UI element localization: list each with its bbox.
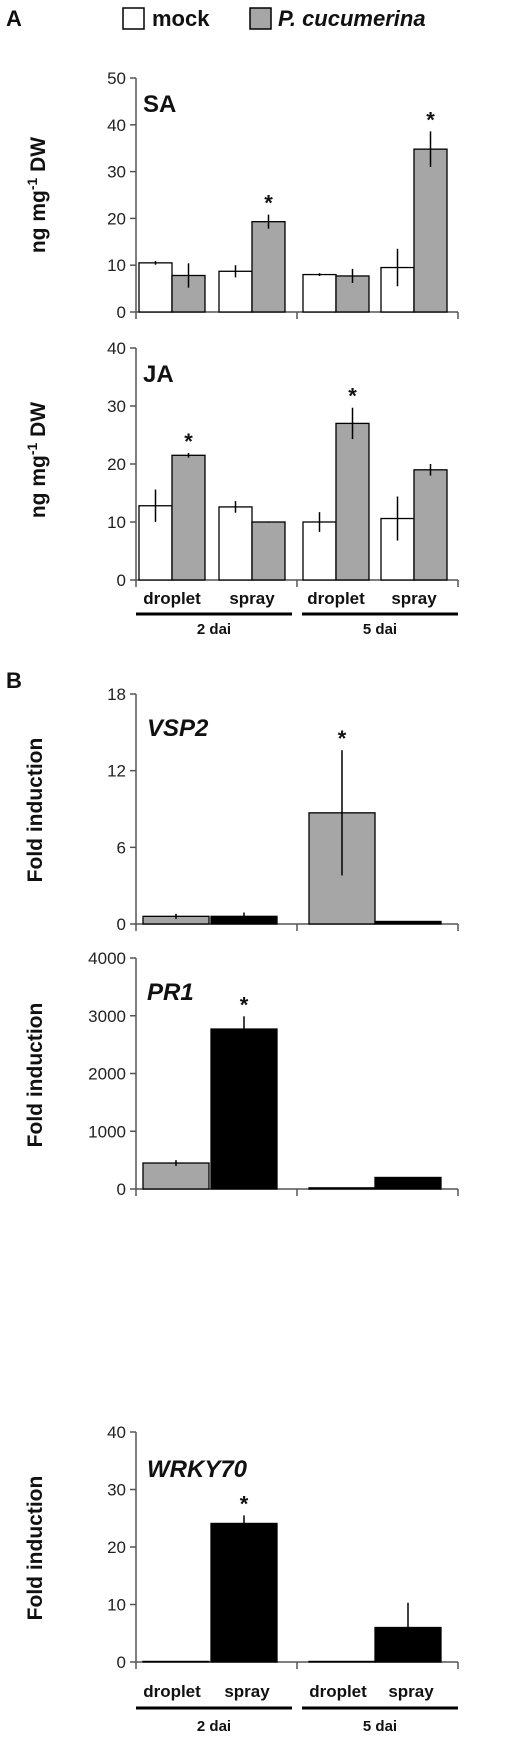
- pathogen-1-bar: [251, 521, 286, 581]
- chart-title: VSP2: [147, 715, 209, 742]
- bar-2-bar: [308, 1187, 376, 1190]
- wrky70-chart: 0 10 20 30 40 WRKY70 Fold induction *: [24, 1423, 459, 1672]
- y-tick-label: 10: [107, 1596, 126, 1615]
- y-tick-label: 30: [107, 163, 126, 182]
- b-cat-spray-2dai: spray: [224, 1682, 270, 1701]
- pathogen-0-bar: [171, 454, 206, 581]
- bar-1-significance-star: *: [240, 1491, 249, 1516]
- bar-0-bar: [142, 1162, 210, 1190]
- a-group-label-2dai: 2 dai: [197, 621, 231, 638]
- legend-mock-label: mock: [152, 6, 210, 31]
- b-group-label-5dai: 5 dai: [363, 1718, 397, 1735]
- bar-1-significance-star: *: [240, 992, 249, 1017]
- b-cat-spray-5dai: spray: [388, 1682, 434, 1701]
- y-tick-label: 30: [107, 1481, 126, 1500]
- chart-title: WRKY70: [147, 1456, 248, 1483]
- y-tick-label: 6: [117, 838, 126, 857]
- y-tick-label: 1000: [88, 1122, 126, 1141]
- y-tick-label: 4000: [88, 949, 126, 968]
- y-tick-label: 12: [107, 762, 126, 781]
- bar-1-bar: [210, 1522, 278, 1663]
- pr1-chart: 0 1000 2000 3000 4000 PR1 Fold induction *: [24, 949, 459, 1199]
- chart-title: PR1: [147, 979, 194, 1006]
- y-tick-label: 0: [117, 303, 126, 322]
- legend-pathogen-label: P. cucumerina: [278, 6, 426, 31]
- a-cat-spray-5dai: spray: [391, 589, 437, 608]
- y-tick-label: 30: [107, 397, 126, 416]
- y-axis-label: Fold induction: [24, 1003, 47, 1148]
- y-tick-label: 40: [107, 116, 126, 135]
- mock-1-bar: [218, 506, 253, 581]
- mock-2-bar: [302, 273, 337, 313]
- y-axis-label: ng mg-1 DW: [24, 137, 50, 253]
- b-cat-droplet-5dai: droplet: [309, 1682, 367, 1701]
- a-cat-spray-2dai: spray: [229, 589, 275, 608]
- b-cat-droplet-2dai: droplet: [143, 1682, 201, 1701]
- panel-a-label: A: [6, 6, 22, 31]
- y-axis-label: Fold induction: [24, 1476, 47, 1621]
- pathogen-3-significance-star: *: [426, 107, 435, 132]
- chart-title: SA: [143, 91, 176, 118]
- panel-b-label: B: [6, 668, 22, 693]
- bar-1-bar: [210, 1028, 278, 1190]
- sa-chart: 0 10 20 30 40 50 SA ng mg-1 DW * *: [24, 69, 459, 322]
- a-group-label-5dai: 5 dai: [363, 621, 397, 638]
- pathogen-3-bar: [413, 469, 448, 581]
- y-tick-label: 0: [117, 915, 126, 934]
- mock-1-bar: [218, 270, 253, 313]
- pathogen-2-significance-star: *: [348, 384, 357, 409]
- a-cat-droplet-5dai: droplet: [307, 589, 365, 608]
- y-axis-label: ng mg-1 DW: [24, 402, 50, 518]
- y-tick-label: 10: [107, 513, 126, 532]
- chart-title: JA: [143, 361, 174, 388]
- pathogen-2-bar: [335, 422, 370, 581]
- b-group-label-2dai: 2 dai: [197, 1718, 231, 1735]
- pathogen-0-significance-star: *: [184, 429, 193, 454]
- mock-0-bar: [138, 262, 173, 313]
- pathogen-1-significance-star: *: [264, 191, 273, 216]
- y-tick-label: 0: [117, 1653, 126, 1672]
- y-tick-label: 20: [107, 455, 126, 474]
- bar-2-bar: [308, 1660, 376, 1663]
- a-cat-droplet-2dai: droplet: [143, 589, 201, 608]
- y-tick-label: 20: [107, 209, 126, 228]
- legend-pathogen-swatch: [249, 7, 272, 30]
- y-axis-label: Fold induction: [24, 738, 47, 883]
- vsp2-chart: 0 6 12 18 VSP2 Fold induction *: [24, 685, 459, 934]
- y-tick-label: 20: [107, 1538, 126, 1557]
- y-tick-label: 2000: [88, 1065, 126, 1084]
- y-tick-label: 10: [107, 256, 126, 275]
- y-tick-label: 50: [107, 69, 126, 88]
- legend-mock-swatch: [122, 7, 145, 30]
- ja-chart: 0 10 20 30 40 JA ng mg-1 DW * *: [24, 339, 459, 590]
- y-tick-label: 40: [107, 1423, 126, 1442]
- y-tick-label: 0: [117, 571, 126, 590]
- y-tick-label: 40: [107, 339, 126, 358]
- bar-3-bar: [374, 920, 442, 925]
- bar-3-bar: [374, 1176, 442, 1190]
- pathogen-1-bar: [251, 221, 286, 313]
- bar-0-bar: [142, 1660, 210, 1663]
- pathogen-3-bar: [413, 148, 448, 313]
- y-tick-label: 18: [107, 685, 126, 704]
- y-tick-label: 0: [117, 1180, 126, 1199]
- bar-2-significance-star: *: [338, 726, 347, 751]
- y-tick-label: 3000: [88, 1007, 126, 1026]
